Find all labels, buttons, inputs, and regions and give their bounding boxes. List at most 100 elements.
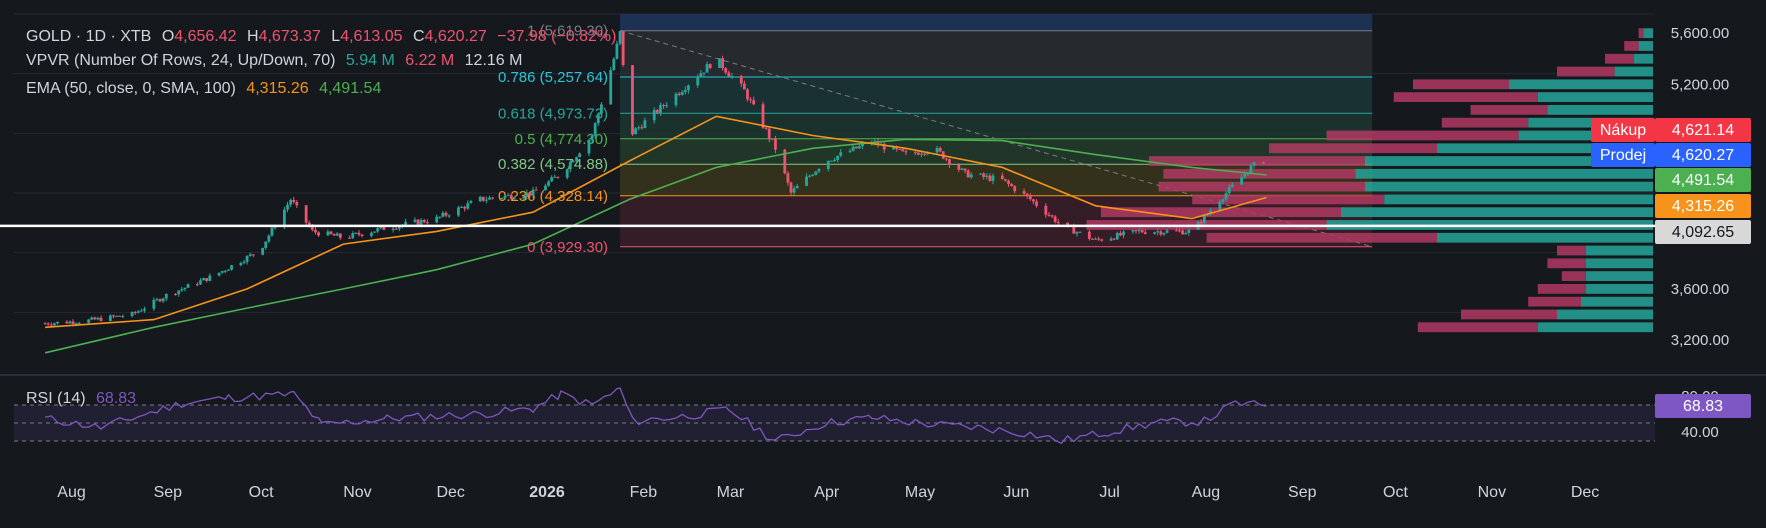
fibonacci-retracement[interactable]: 1 (5,619.30) 0.786 (5,257.64) 0.618 (4,973…: [498, 14, 1373, 256]
vp-down-bar: [1393, 92, 1538, 102]
candle-body: [565, 169, 569, 178]
candle-body: [1252, 162, 1256, 166]
candle-body: [637, 127, 641, 129]
time-axis[interactable]: Aug Sep Oct Nov Dec 2026 Feb Mar Apr May Jun Jul Aug…: [57, 484, 1599, 501]
fib-level-label: 0.786 (5,257.64): [498, 69, 608, 86]
candle-body: [1087, 231, 1091, 239]
candle-body: [53, 323, 56, 326]
candle-body: [1140, 230, 1144, 233]
candle-body: [568, 162, 572, 170]
time-tick-label: Oct: [249, 484, 274, 501]
candle-body: [46, 323, 50, 325]
candle-body: [130, 312, 134, 317]
candle-body: [307, 222, 311, 227]
rsi-line: [44, 387, 1267, 445]
fib-zone: [620, 76, 1373, 114]
ema50-price: 4,315.26: [1672, 198, 1734, 215]
candle-body: [1025, 193, 1029, 196]
time-tick-label: Dec: [1571, 484, 1599, 501]
candle-body: [1243, 174, 1247, 177]
ema50-line: [45, 115, 1267, 329]
candle-body: [180, 289, 184, 291]
price-tick-label: 3,600.00: [1671, 281, 1729, 298]
candle-body: [792, 188, 796, 193]
candle-body: [696, 77, 700, 86]
candle-body: [1109, 238, 1113, 241]
candle-body: [774, 138, 777, 150]
rsi-tick-label: 40.00: [1681, 424, 1719, 441]
candle-body: [1010, 183, 1014, 187]
candle-body: [332, 234, 336, 236]
candle-body: [578, 153, 582, 158]
candle-body: [534, 189, 538, 191]
candle-body: [65, 321, 69, 324]
candle-body: [721, 58, 725, 69]
candle-body: [1199, 221, 1203, 224]
ema100-price: 4,491.54: [1672, 172, 1734, 189]
vp-down-bar: [1638, 28, 1644, 39]
candle-body: [948, 159, 951, 165]
candle-body: [826, 160, 830, 170]
candle-body: [96, 317, 100, 320]
legend-rsi[interactable]: RSI (14) 68.83: [26, 390, 142, 408]
candle-body: [370, 232, 373, 236]
candle-body: [93, 317, 97, 320]
candle-body: [988, 175, 992, 181]
time-tick-label: Aug: [57, 484, 85, 501]
legend-symbol[interactable]: GOLD · 1D · XTB: [26, 28, 152, 45]
nakup-label: Nákup: [1600, 122, 1646, 139]
candle-body: [1230, 184, 1234, 187]
rsi-pane[interactable]: [14, 387, 1655, 445]
candle-body: [1097, 238, 1101, 240]
candle-body: [665, 105, 669, 107]
candle-body: [1032, 199, 1035, 202]
candle-body: [662, 105, 665, 107]
candle-body: [836, 155, 840, 161]
candle-body: [643, 120, 647, 129]
candle-body: [223, 270, 227, 272]
candle-body: [500, 198, 504, 200]
legend-high: 4,673.37: [258, 28, 321, 45]
fib-level-label: 0.5 (4,774.30): [515, 131, 608, 148]
legend-vpvr-total: 12.16 M: [464, 52, 523, 69]
candle-body: [373, 231, 376, 233]
time-tick-label: Dec: [436, 484, 464, 501]
candle-body: [1162, 232, 1166, 235]
candle-body: [1022, 191, 1026, 194]
candle-body: [1240, 176, 1244, 185]
legend-vpvr[interactable]: VPVR (Number Of Rows, 24, Up/Down, 70) 5…: [26, 52, 528, 70]
candle-body: [1187, 229, 1191, 233]
candle-body: [522, 196, 526, 199]
candle-body: [292, 199, 296, 203]
candle-body: [1013, 186, 1017, 192]
vp-up-bar: [1547, 105, 1653, 115]
candle-body: [1165, 230, 1169, 233]
candle-body: [251, 254, 255, 256]
candle-body: [230, 265, 233, 270]
legend-change: −37.98 (−0.82%): [497, 28, 617, 45]
candle-body: [1137, 230, 1141, 232]
candle-body: [357, 232, 361, 235]
vp-down-bar: [1557, 66, 1615, 77]
candle-body: [121, 316, 125, 318]
candle-body: [205, 278, 209, 281]
candle-body: [730, 75, 734, 77]
time-tick-label: Sep: [1288, 484, 1317, 501]
vp-up-bar: [1585, 284, 1653, 294]
candle-body: [49, 324, 53, 326]
vp-up-bar: [1365, 181, 1653, 192]
candle-body: [1184, 232, 1188, 235]
nakup-label-bg: [1591, 118, 1655, 142]
candle-body: [795, 185, 799, 189]
candle-body: [413, 219, 417, 222]
legend-open-label: O: [161, 28, 175, 45]
prodej-label-bg: [1591, 143, 1655, 167]
legend-ema[interactable]: EMA (50, close, 0, SMA, 100) 4,315.26 4,…: [26, 80, 387, 98]
legend-open: 4,656.42: [174, 28, 237, 45]
vp-up-bar: [1509, 79, 1653, 90]
candle-body: [1000, 175, 1004, 180]
price-tick-label: 3,200.00: [1671, 332, 1729, 349]
rsi-price-bg: [1655, 394, 1751, 419]
candle-body: [727, 72, 731, 77]
